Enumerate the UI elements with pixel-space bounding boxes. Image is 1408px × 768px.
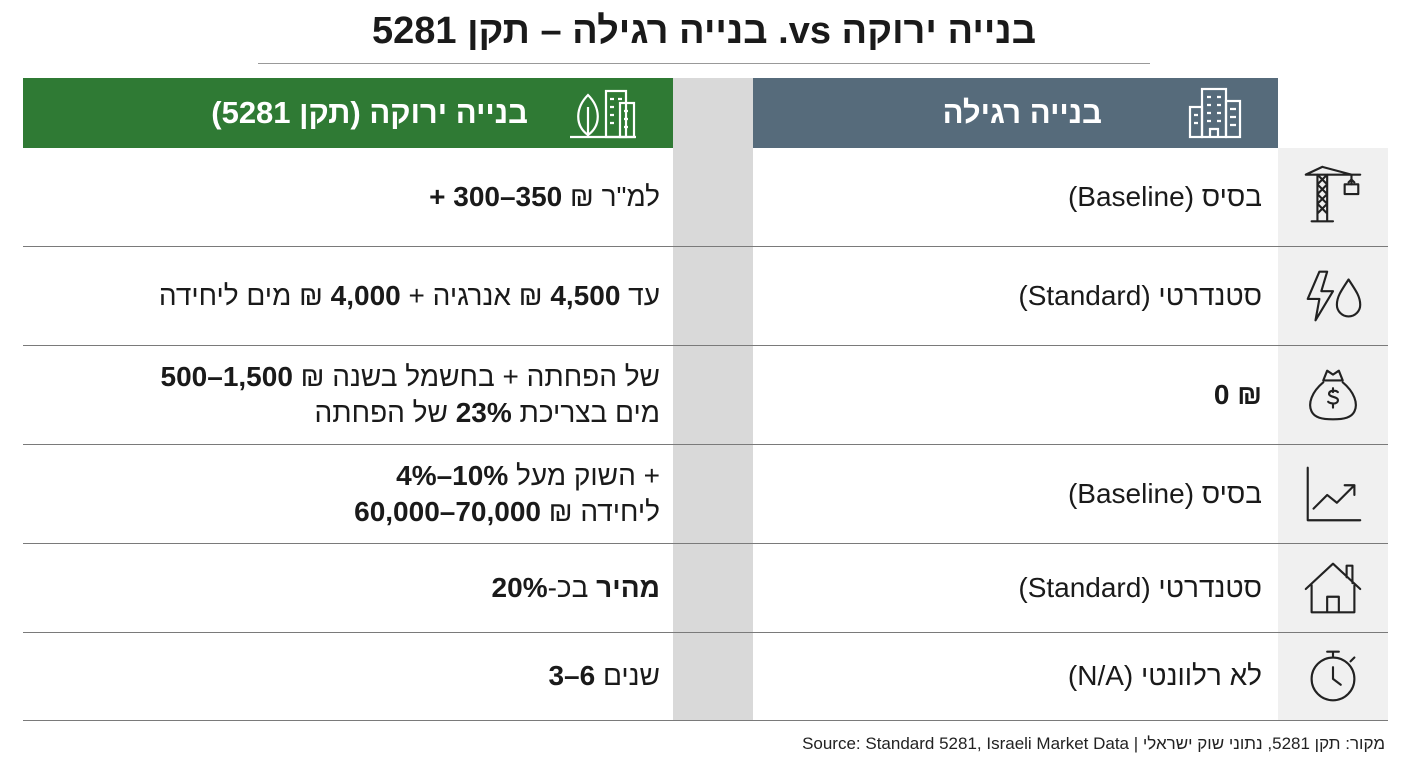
icon-graphic bbox=[1310, 650, 1356, 702]
text: למ"ר ₪ bbox=[562, 181, 660, 212]
text: + השוק מעל bbox=[508, 459, 660, 491]
text: בסיס (Baseline) bbox=[1067, 477, 1262, 509]
regular-cell: בסיס (Baseline) bbox=[770, 444, 1262, 543]
regular-cell: 0 ₪ bbox=[770, 345, 1262, 444]
eco-building-icon bbox=[570, 89, 636, 139]
row-icon bbox=[1298, 261, 1368, 331]
cell-line: למ"ר ₪ + 300–350 bbox=[429, 179, 660, 215]
row-icon bbox=[1298, 641, 1368, 711]
bold-text: 4%–10% bbox=[396, 459, 509, 491]
cell-line: סטנדרטי (Standard) bbox=[1018, 278, 1262, 314]
regular-cell: סטנדרטי (Standard) bbox=[770, 543, 1262, 632]
cell-line: מהיר בכ- 20% bbox=[492, 570, 660, 606]
text: מים בצריכת bbox=[511, 396, 660, 428]
bold-text: 23% bbox=[455, 396, 512, 428]
regular-cell: סטנדרטי (Standard) bbox=[770, 246, 1262, 345]
icon-column bbox=[1278, 148, 1388, 720]
cell-line: שנים 3–6 bbox=[548, 658, 660, 694]
green-cell: עד 4,500 ₪ אנרגיה + 4,000 ₪ מים ליחידה bbox=[40, 246, 660, 345]
header-regular: בנייה רגילה bbox=[753, 78, 1278, 148]
text: לא רלוונטי (N/A) bbox=[1067, 660, 1262, 691]
cell-line: לא רלוונטי (N/A) bbox=[1068, 658, 1262, 694]
regular-cell: לא רלוונטי (N/A) bbox=[770, 632, 1262, 720]
text: שנים bbox=[595, 660, 660, 691]
text: של הפחתה bbox=[314, 396, 456, 428]
row-icon bbox=[1298, 360, 1368, 430]
bold-text: 20% bbox=[491, 571, 548, 603]
cell-line: סטנדרטי (Standard) bbox=[1018, 570, 1262, 606]
bold-text: 500–1,500 bbox=[160, 360, 293, 392]
row-separator bbox=[23, 345, 1388, 346]
header-green-text: בנייה ירוקה (תקן 5281) bbox=[211, 95, 528, 130]
regular-cell: בסיס (Baseline) bbox=[770, 148, 1262, 246]
title: בנייה ירוקה vs. בנייה רגילה – תקן 5281 bbox=[371, 10, 1037, 52]
green-cell: מהיר בכ- 20% bbox=[40, 543, 660, 632]
cell-line: + השוק מעל 4%–10% bbox=[396, 458, 660, 494]
cell-line: של הפחתה + בחשמל בשנה ₪ 500–1,500 bbox=[161, 359, 660, 395]
icon-graphic bbox=[1304, 562, 1362, 613]
text: ₪ אנרגיה + bbox=[400, 279, 551, 311]
green-cell: + השוק מעל 4%–10% ליחידה ₪ 60,000–70,000 bbox=[40, 444, 660, 543]
cell-line: מים בצריכת 23% של הפחתה bbox=[315, 395, 660, 431]
row-separator bbox=[23, 444, 1388, 445]
icon-graphic bbox=[1306, 466, 1362, 521]
green-cell: של הפחתה + בחשמל בשנה ₪ 500–1,500 מים בצר… bbox=[40, 345, 660, 444]
row-separator bbox=[23, 246, 1388, 247]
bold-text: 3–6 bbox=[548, 660, 596, 691]
text: עד bbox=[620, 279, 660, 311]
bold-text: 4,500 bbox=[550, 279, 621, 311]
text: בכ- bbox=[547, 571, 589, 603]
source-note: מקור: תקן 5281, נתוני שוק ישראלי | Sourc… bbox=[802, 734, 1385, 753]
icon-graphic bbox=[1306, 270, 1362, 321]
text: ליחידה ₪ bbox=[540, 495, 660, 527]
row-icon bbox=[1298, 162, 1368, 232]
row-icon bbox=[1298, 459, 1368, 529]
bold-text: 60,000–70,000 bbox=[354, 495, 541, 527]
cell-line: בסיס (Baseline) bbox=[1068, 179, 1262, 215]
row-separator bbox=[23, 632, 1388, 633]
cell-line: בסיס (Baseline) bbox=[1068, 476, 1262, 512]
bold-text: מהיר bbox=[588, 571, 660, 603]
bold-text: + 300–350 bbox=[429, 181, 563, 212]
row-icon bbox=[1298, 553, 1368, 623]
icon-graphic bbox=[1309, 369, 1357, 420]
title-rule bbox=[258, 63, 1150, 64]
bold-text: 0 ₪ bbox=[1213, 378, 1262, 410]
header-green: בנייה ירוקה (תקן 5281) bbox=[23, 78, 673, 148]
text: סטנדרטי (Standard) bbox=[1018, 571, 1262, 603]
cell-line: עד 4,500 ₪ אנרגיה + 4,000 ₪ מים ליחידה bbox=[159, 278, 660, 314]
text: של הפחתה + בחשמל בשנה ₪ bbox=[292, 360, 660, 392]
text: ₪ מים ליחידה bbox=[158, 279, 331, 311]
gutter bbox=[673, 78, 753, 720]
building-icon bbox=[1188, 87, 1242, 139]
header-regular-text: בנייה רגילה bbox=[942, 95, 1102, 130]
text: סטנדרטי (Standard) bbox=[1018, 279, 1262, 311]
cell-line: ליחידה ₪ 60,000–70,000 bbox=[354, 494, 660, 530]
bold-text: 4,000 bbox=[330, 279, 401, 311]
icon-graphic bbox=[1304, 165, 1362, 223]
cell-line: 0 ₪ bbox=[1214, 377, 1262, 413]
green-cell: למ"ר ₪ + 300–350 bbox=[40, 148, 660, 246]
row-separator bbox=[23, 720, 1388, 721]
green-cell: שנים 3–6 bbox=[40, 632, 660, 720]
row-separator bbox=[23, 543, 1388, 544]
text: בסיס (Baseline) bbox=[1067, 181, 1262, 212]
